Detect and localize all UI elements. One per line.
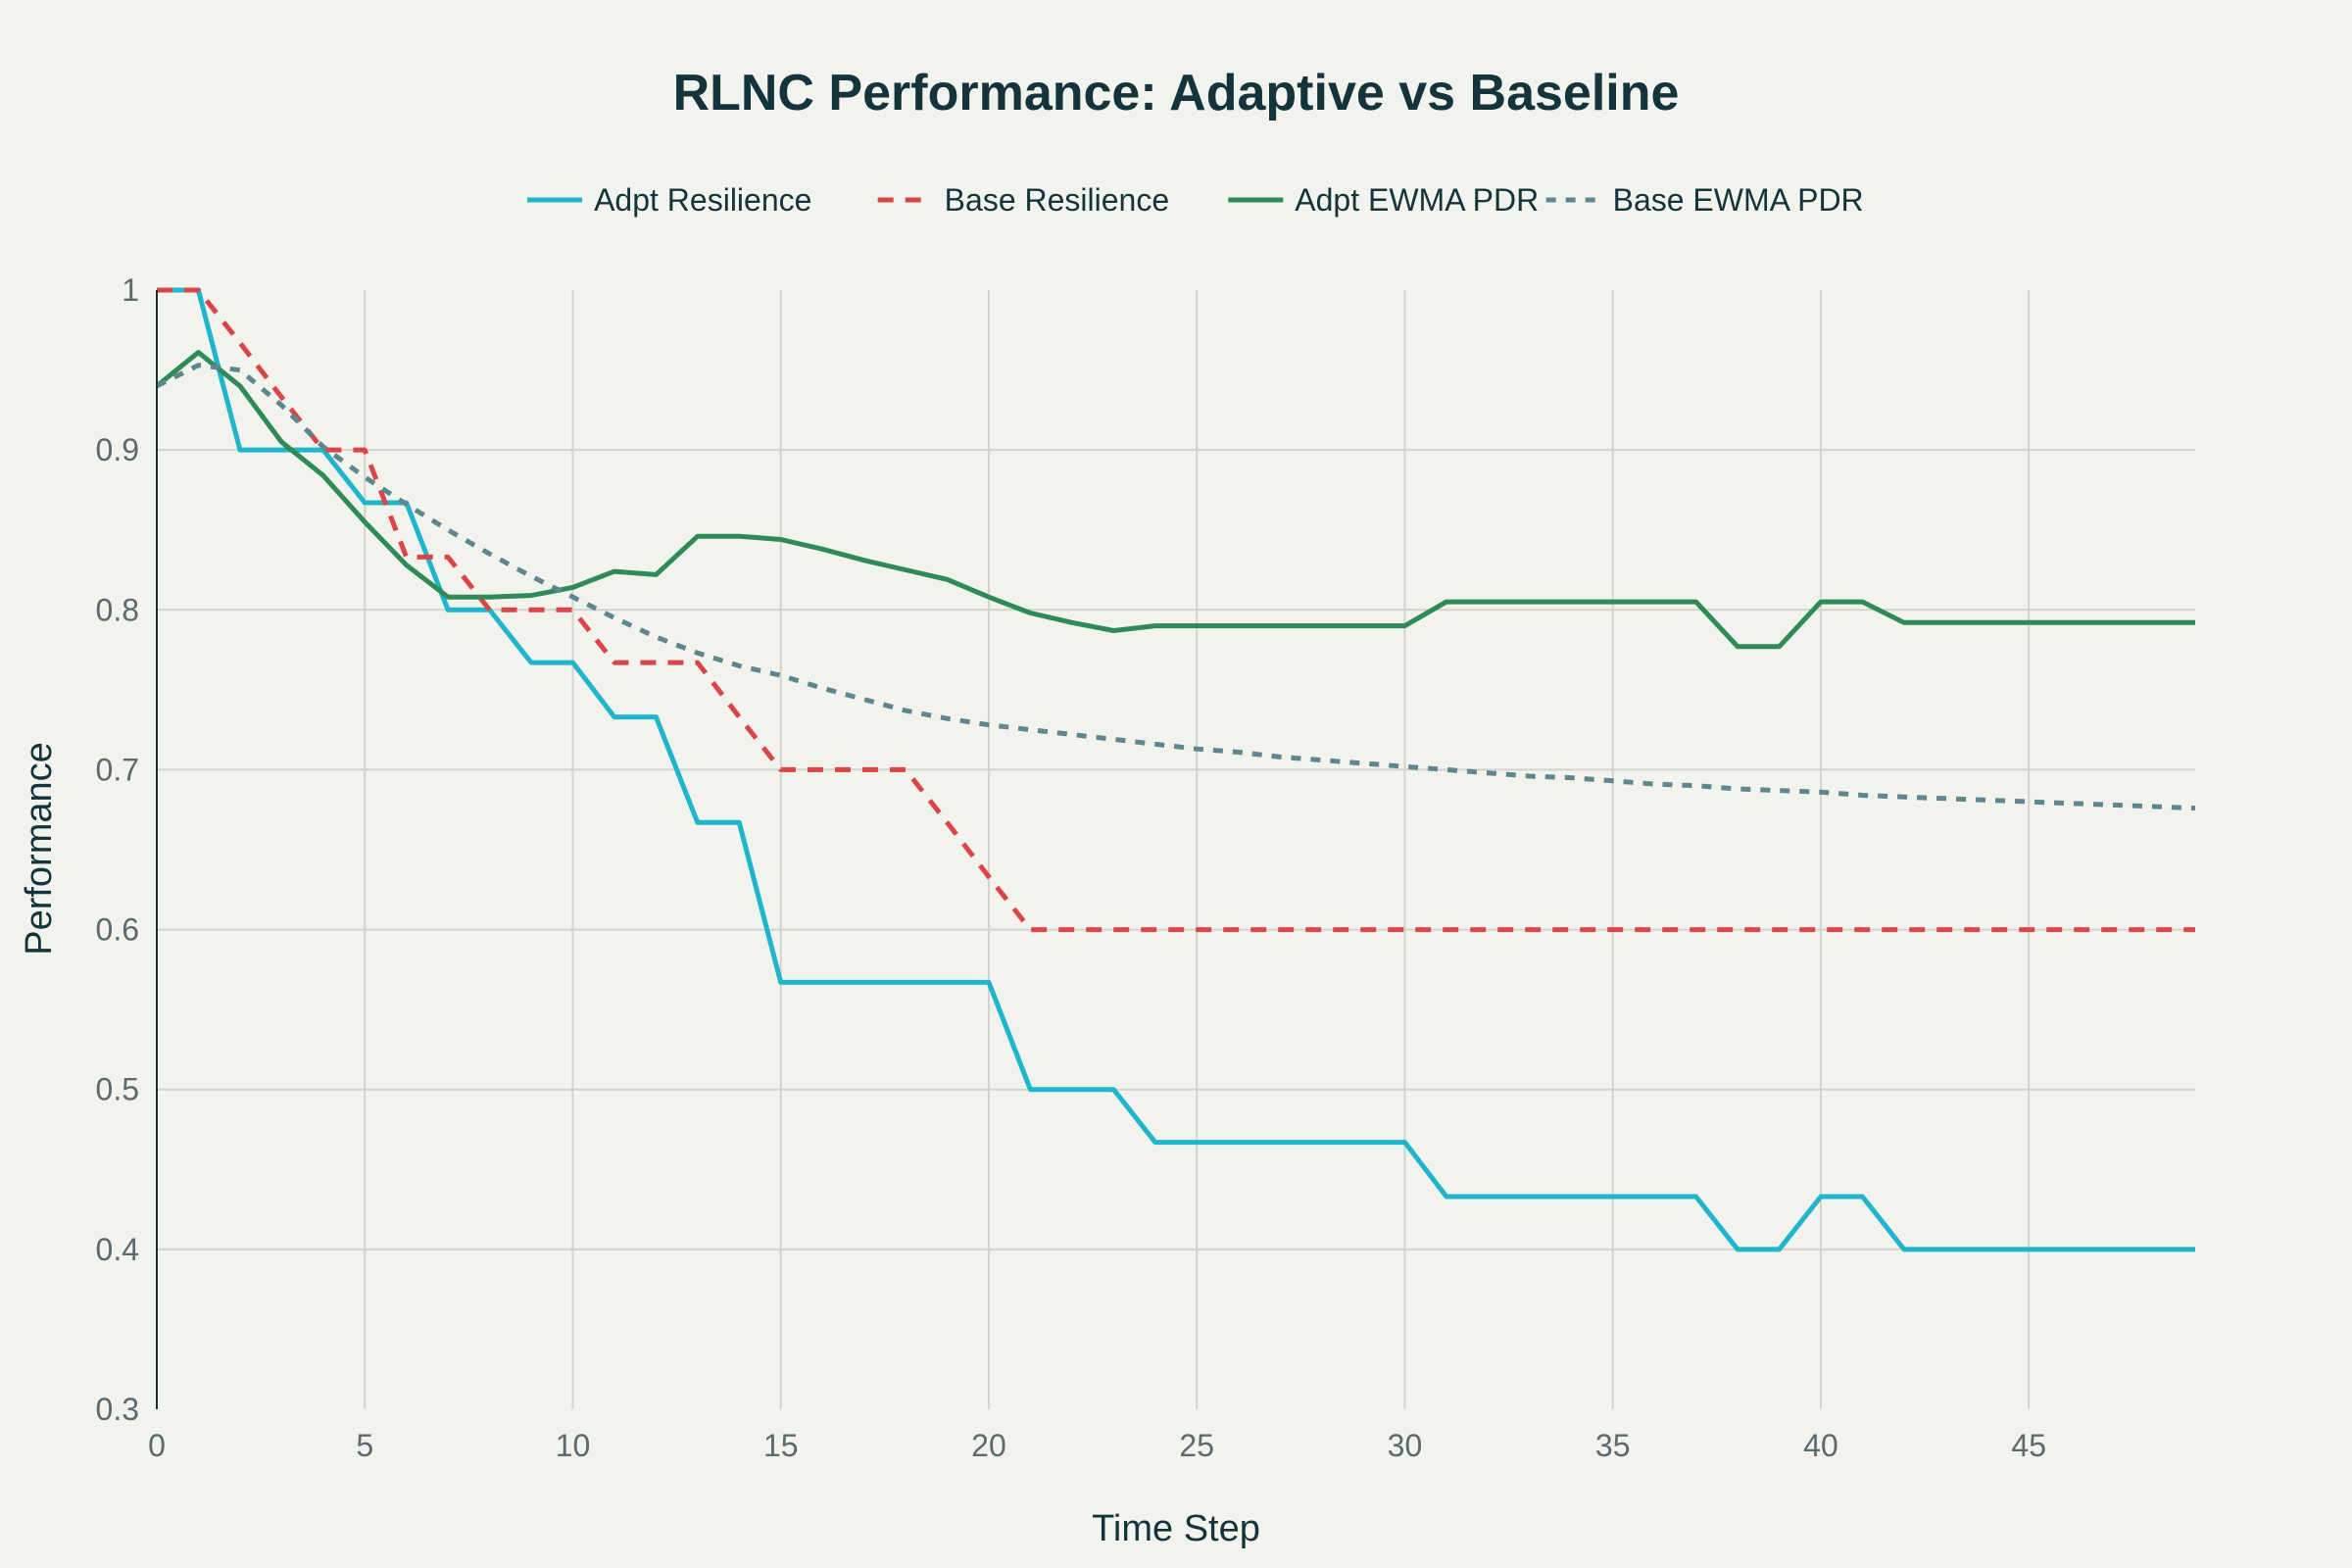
series-line-base-ewma-pdr: [155, 363, 2196, 811]
y-tick-label: 0.8: [96, 592, 139, 627]
series-layer: [155, 287, 2196, 1252]
x-tick-label: 25: [1179, 1428, 1214, 1463]
series-line-base-resilience: [157, 287, 2195, 933]
series-line-adpt-resilience: [157, 287, 2195, 1252]
x-tick-label: 20: [971, 1428, 1006, 1463]
series-line-adpt-ewma-pdr: [155, 350, 2195, 650]
y-tick-label: 0.7: [96, 752, 139, 787]
x-tick-label: 15: [763, 1428, 799, 1463]
legend-label-adpt-ewma-pdr: Adpt EWMA PDR: [1295, 182, 1539, 218]
legend-label-adpt-resilience: Adpt Resilience: [594, 182, 811, 218]
chart-title: RLNC Performance: Adaptive vs Baseline: [673, 65, 1680, 122]
x-tick-label: 10: [556, 1428, 591, 1463]
x-axis-title: Time Step: [1092, 1508, 1260, 1549]
legend-label-base-ewma-pdr: Base EWMA PDR: [1613, 182, 1864, 218]
axes: 0 5 10 15 20 25 30 35 40 45 0.3 0.4 0.5 0.6 0.7 0.8 0.9 1: [96, 272, 2046, 1463]
y-tick-label: 0.3: [96, 1392, 139, 1427]
y-tick-label: 0.4: [96, 1232, 139, 1267]
y-tick-label: 0.6: [96, 912, 139, 948]
y-axis-title: Performance: [19, 742, 60, 956]
x-tick-label: 35: [1595, 1428, 1631, 1463]
x-tick-label: 0: [148, 1428, 166, 1463]
x-tick-label: 45: [2011, 1428, 2046, 1463]
y-tick-label: 0.5: [96, 1072, 139, 1107]
y-tick-label: 0.9: [96, 432, 139, 467]
x-tick-label: 5: [356, 1428, 373, 1463]
y-tick-label: 1: [122, 272, 139, 308]
chart-legend: Adpt Resilience Base Resilience Adpt EWMA …: [527, 182, 1864, 218]
x-tick-label: 30: [1388, 1428, 1423, 1463]
legend-label-base-resilience: Base Resilience: [945, 182, 1169, 218]
x-tick-label: 40: [1803, 1428, 1838, 1463]
grid-lines: [157, 290, 2195, 1409]
